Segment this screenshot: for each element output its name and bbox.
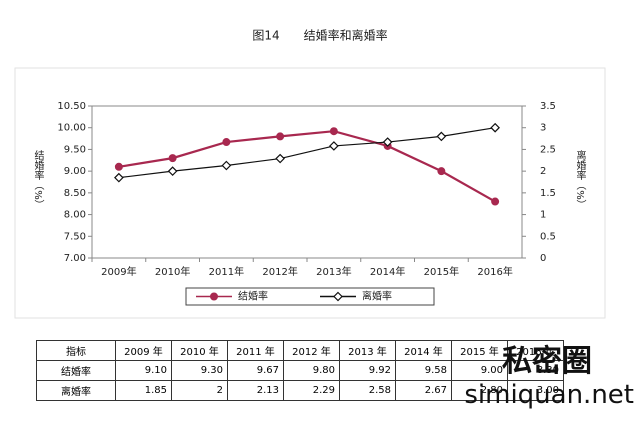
series-line [118, 130, 496, 203]
y-tick-label: 7.00 [64, 253, 86, 264]
table-cell: 2010 年 [171, 340, 228, 361]
point [329, 127, 338, 136]
table-cell: 2015 年 [451, 340, 508, 361]
y-tick-label: 10.50 [57, 101, 86, 112]
point [275, 153, 285, 164]
table-cell: 9.92 [339, 360, 396, 381]
table-cell: 2.80 [451, 380, 508, 401]
table-cell: 9.00 [451, 360, 508, 381]
y2-tick-label: 0.5 [540, 231, 556, 242]
point [222, 138, 231, 147]
point [490, 122, 500, 133]
table-cell: 2 [171, 380, 228, 401]
point [382, 137, 393, 147]
x-tick-label: 2015年 [424, 265, 459, 278]
y2-tick-label: 1 [540, 210, 546, 221]
y-tick-label: 9.50 [64, 144, 86, 155]
point [168, 154, 177, 163]
table-cell: 1.85 [115, 380, 172, 401]
table-cell: 2011 年 [227, 340, 284, 361]
data-table: 指标 2009 年 2010 年 2011 年 2012 年 2013 年 2014 年 20… [36, 340, 564, 401]
table-cell: 2.13 [227, 380, 284, 401]
watermark-url: simiquan.net [464, 380, 634, 410]
y-tick-label: 8.00 [64, 210, 86, 221]
y-tick-label: 8.50 [64, 188, 86, 199]
table-cell: 9.58 [395, 360, 452, 381]
table-row: 结婚率 9.10 9.30 9.67 9.80 9.92 9.58 9.00 8.30 [36, 360, 564, 381]
y2-tick-label: 2 [540, 166, 546, 177]
x-tick-label: 2014年 [370, 265, 405, 278]
y2-tick-label: 1.5 [540, 188, 556, 199]
x-tick-label: 2010年 [155, 265, 190, 278]
table-cell: 2013 年 [339, 340, 396, 361]
table-row: 指标 2009 年 2010 年 2011 年 2012 年 2013 年 2014 年 20… [36, 340, 564, 361]
y-tick-label: 10.00 [57, 123, 86, 134]
y2-axis-label: 离婚率（%） [574, 149, 586, 210]
table-cell: 2012 年 [283, 340, 340, 361]
table-cell: 2.29 [283, 380, 340, 401]
x-tick-label: 2013年 [316, 265, 351, 278]
point [114, 172, 124, 183]
table-cell: 2014 年 [395, 340, 452, 361]
x-tick-label: 2016年 [477, 265, 512, 278]
legend-box [185, 287, 435, 306]
chart-title: 图14 结婚率和离婚率 [252, 28, 387, 43]
x-tick-label: 2009年 [101, 265, 136, 278]
x-tick-label: 2011年 [209, 265, 244, 278]
legend-marker [333, 291, 343, 302]
point [437, 167, 446, 176]
table-cell: 3.00 [507, 380, 564, 401]
table-cell: 2.58 [339, 380, 396, 401]
chart: 图14 结婚率和离婚率 结婚率（%） 离婚率（%） 7.00 7.50 8.00 8.… [14, 28, 606, 319]
chart-frame [14, 67, 606, 319]
series-line [118, 127, 496, 179]
table-cell: 2009 年 [115, 340, 172, 361]
legend-marker [210, 292, 218, 301]
table-row: 离婚率 1.85 2 2.13 2.29 2.58 2.67 2.80 3.00 [36, 380, 564, 401]
y-axis-label: 结婚率（%） [32, 149, 44, 210]
table-cell: 9.80 [283, 360, 340, 381]
y2-tick-label: 2.5 [540, 144, 556, 155]
y-tick-label: 9.00 [64, 166, 86, 177]
y2-tick-label: 0 [540, 253, 546, 264]
point [276, 132, 285, 141]
table-cell: 指标 [36, 340, 116, 361]
point [491, 197, 500, 206]
x-tick-label: 2012年 [262, 265, 297, 278]
table-cell: 9.10 [115, 360, 172, 381]
legend-label: 结婚率 [238, 290, 268, 303]
table-cell: 结婚率 [36, 360, 116, 381]
table-cell: 9.67 [227, 360, 284, 381]
point [167, 166, 178, 176]
plot-area [91, 105, 523, 259]
point [114, 162, 123, 171]
y-tick-label: 7.50 [64, 231, 86, 242]
point [221, 160, 232, 171]
table-cell: 2.67 [395, 380, 452, 401]
watermark-name: 私密圈 [502, 344, 592, 379]
point [329, 141, 339, 151]
table-cell: 离婚率 [36, 380, 116, 401]
legend-label: 离婚率 [362, 290, 392, 303]
table-cell: 9.30 [171, 360, 228, 381]
y2-tick-label: 3.5 [540, 101, 556, 112]
point [436, 131, 447, 142]
y2-tick-label: 3 [540, 123, 546, 134]
